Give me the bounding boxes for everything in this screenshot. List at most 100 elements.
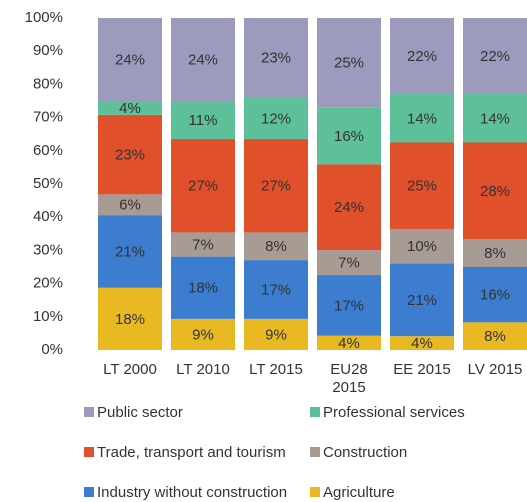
legend-swatch	[84, 447, 94, 457]
bar-segment	[98, 194, 162, 216]
legend-swatch	[84, 407, 94, 417]
y-tick-label: 10%	[33, 308, 63, 325]
data-label: 11%	[189, 112, 218, 129]
bar-segment	[463, 142, 527, 240]
bar-segment	[463, 267, 527, 323]
bar-segment	[390, 94, 454, 143]
bar-segment	[171, 18, 235, 101]
data-label: 9%	[192, 326, 214, 343]
y-tick-label: 20%	[33, 275, 63, 292]
data-label: 8%	[484, 245, 506, 262]
bar-segment	[244, 260, 308, 319]
y-tick-label: 30%	[33, 241, 63, 258]
legend-label: Construction	[323, 444, 407, 461]
bar-segment	[317, 164, 381, 251]
bar-segment	[317, 107, 381, 165]
x-tick-label: EU28 2015	[330, 361, 368, 396]
data-label: 18%	[115, 311, 145, 328]
x-tick-label: EE 2015	[393, 361, 451, 378]
y-tick-label: 0%	[41, 341, 63, 358]
bar-segment	[171, 232, 235, 257]
data-label: 27%	[188, 178, 218, 195]
data-label: 16%	[480, 287, 510, 304]
data-label: 17%	[334, 297, 364, 314]
y-tick-label: 60%	[33, 142, 63, 159]
legend-label: Agriculture	[323, 484, 395, 501]
bar-segment	[390, 18, 454, 95]
bar-segment	[171, 101, 235, 140]
legend-swatch	[84, 487, 94, 497]
data-label: 7%	[338, 255, 360, 272]
bar-segment	[244, 232, 308, 261]
bar-segment	[463, 239, 527, 267]
data-label: 25%	[334, 55, 364, 72]
bar-segment	[390, 263, 454, 337]
legend-label: Public sector	[97, 404, 183, 421]
x-tick-label: LT 2000	[103, 361, 157, 378]
data-label: 23%	[115, 147, 145, 164]
bar-segment	[317, 250, 381, 276]
data-label: 22%	[480, 48, 510, 65]
data-label: 8%	[484, 328, 506, 345]
bar-segment	[171, 256, 235, 319]
y-tick-label: 100%	[25, 9, 63, 26]
data-label: 14%	[480, 110, 510, 127]
data-label: 28%	[480, 183, 510, 200]
bar-segment	[317, 275, 381, 336]
data-label: 21%	[115, 243, 145, 260]
bar-segment	[98, 215, 162, 288]
bar-segment	[463, 18, 527, 95]
data-label: 16%	[334, 128, 364, 145]
y-tick-label: 40%	[33, 208, 63, 225]
bar-segment	[98, 287, 162, 350]
data-label: 24%	[115, 51, 145, 68]
bar-segment	[244, 318, 308, 350]
y-tick-label: 80%	[33, 75, 63, 92]
data-label: 4%	[411, 335, 433, 352]
y-tick-label: 70%	[33, 109, 63, 126]
bar-segment	[390, 228, 454, 264]
bar-segment	[317, 18, 381, 108]
bar-segment	[171, 139, 235, 233]
x-tick-label: LT 2015	[249, 361, 303, 378]
data-label: 24%	[188, 51, 218, 68]
bar-segment	[463, 322, 527, 350]
bar-segment	[98, 18, 162, 101]
x-tick-label: LV 2015	[467, 361, 523, 378]
data-label: 25%	[407, 178, 437, 195]
data-label: 7%	[192, 236, 214, 253]
data-label: 17%	[261, 281, 291, 298]
bar-segment	[98, 114, 162, 195]
bar-segment	[244, 139, 308, 233]
bar-segment	[463, 94, 527, 143]
legend-label: Trade, transport and tourism	[97, 444, 286, 461]
bar-segment	[244, 97, 308, 140]
data-label: 18%	[188, 280, 218, 297]
data-label: 6%	[119, 197, 141, 214]
data-label: 4%	[119, 100, 141, 117]
x-tick-label: LT 2010	[176, 361, 230, 378]
bar-segment	[317, 335, 381, 350]
data-label: 14%	[407, 110, 437, 127]
legend-swatch	[310, 447, 320, 457]
data-label: 4%	[338, 335, 360, 352]
bar-segment	[244, 18, 308, 98]
data-label: 22%	[407, 48, 437, 65]
legend-swatch	[310, 487, 320, 497]
data-label: 24%	[334, 199, 364, 216]
bar-segment	[171, 318, 235, 350]
data-label: 10%	[407, 238, 437, 255]
y-tick-label: 50%	[33, 175, 63, 192]
data-label: 9%	[265, 326, 287, 343]
data-label: 27%	[261, 178, 291, 195]
data-label: 23%	[261, 50, 291, 67]
y-tick-label: 90%	[33, 42, 63, 59]
bar-segment	[98, 101, 162, 115]
bar-segment	[390, 142, 454, 229]
legend-label: Professional services	[323, 404, 465, 421]
data-label: 12%	[261, 110, 291, 127]
data-label: 8%	[265, 238, 287, 255]
legend-label: Industry without construction	[97, 484, 287, 501]
